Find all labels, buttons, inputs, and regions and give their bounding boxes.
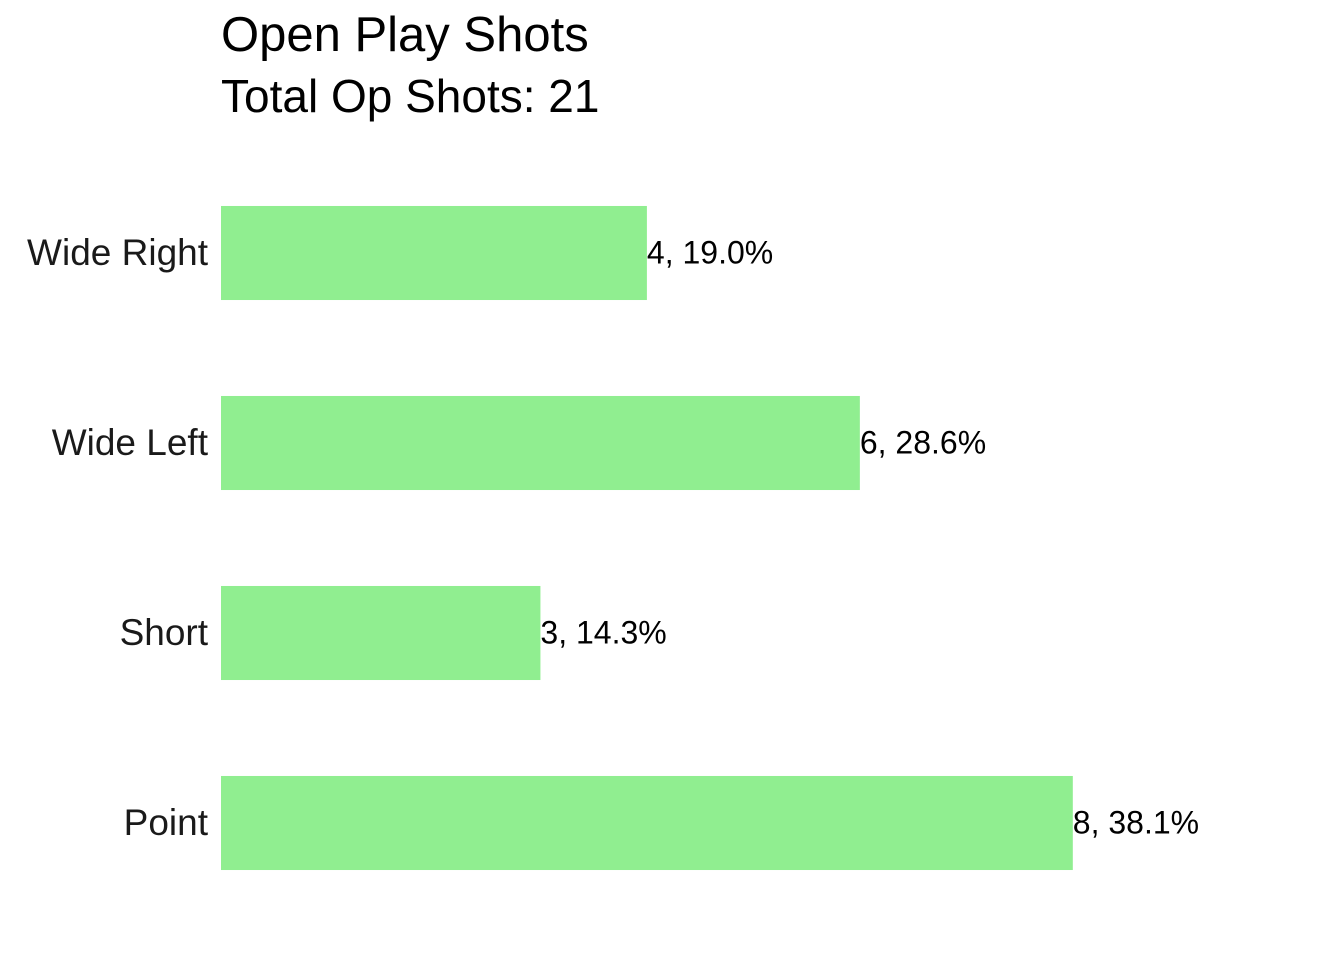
y-tick-label: Point xyxy=(124,802,209,843)
bar xyxy=(221,205,647,301)
value-label: 3, 14.3% xyxy=(540,614,666,650)
value-label: 6, 28.6% xyxy=(860,424,986,460)
y-tick-label: Short xyxy=(120,612,209,653)
bar xyxy=(221,775,1073,871)
bar xyxy=(221,395,860,491)
y-tick-label: Wide Right xyxy=(27,232,209,273)
value-label: 8, 38.1% xyxy=(1073,804,1199,840)
chart-title: Open Play Shots xyxy=(221,8,589,62)
value-label: 4, 19.0% xyxy=(647,234,773,270)
bar xyxy=(221,585,541,681)
chart-subtitle: Total Op Shots: 21 xyxy=(221,70,599,122)
y-tick-label: Wide Left xyxy=(52,422,209,463)
